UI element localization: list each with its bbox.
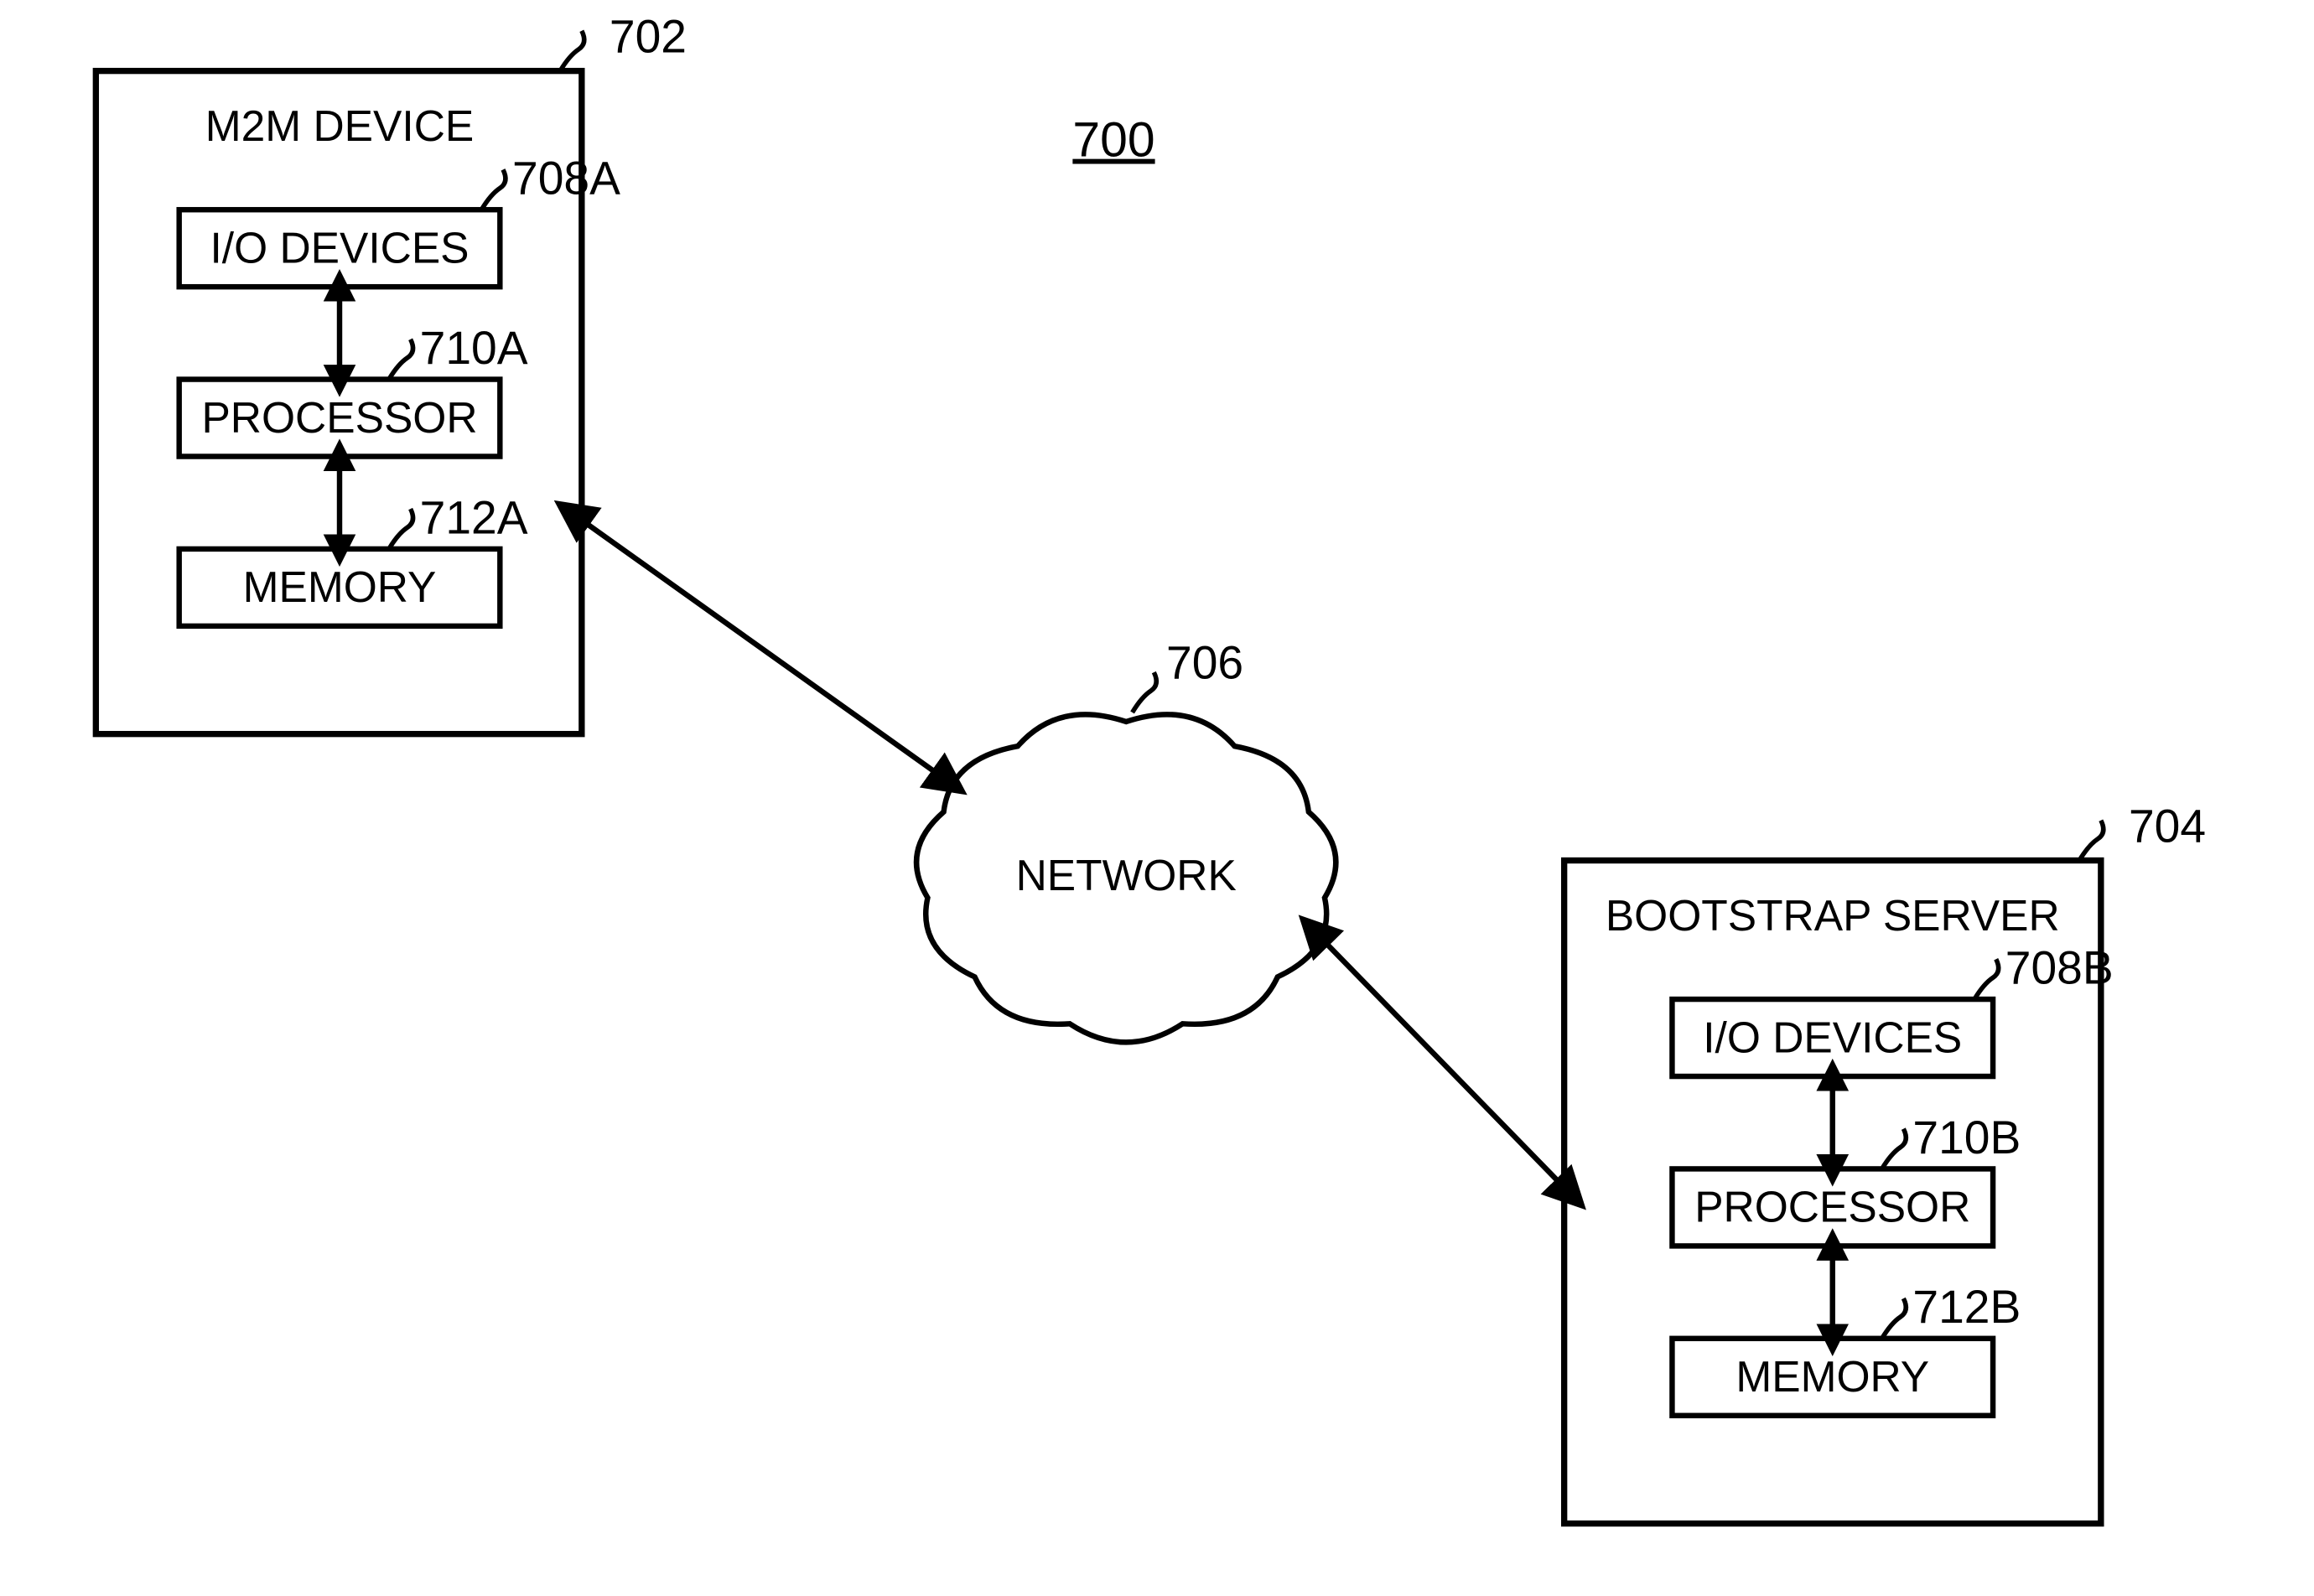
srv-memory: MEMORY 712B xyxy=(1672,1281,2021,1416)
m2m-io-devices-label: I/O DEVICES xyxy=(210,223,469,272)
ref-708A: 708A xyxy=(512,153,620,205)
m2m-io-devices: I/O DEVICES 708A xyxy=(179,153,620,288)
ref-712A: 712A xyxy=(420,491,528,543)
srv-processor: PROCESSOR 710B xyxy=(1672,1112,2021,1246)
arrow-network-to-server xyxy=(1324,940,1561,1184)
ref-708B: 708B xyxy=(2005,942,2114,994)
ref-702: 702 xyxy=(610,10,687,62)
ref-704: 704 xyxy=(2129,800,2206,852)
srv-memory-label: MEMORY xyxy=(1736,1352,1929,1401)
ref-706: 706 xyxy=(1166,636,1243,688)
srv-io-devices-label: I/O DEVICES xyxy=(1703,1013,1962,1061)
srv-io-devices: I/O DEVICES 708B xyxy=(1672,942,2113,1077)
m2m-memory-label: MEMORY xyxy=(243,562,437,611)
m2m-processor-label: PROCESSOR xyxy=(201,393,477,442)
m2m-device-title: M2M DEVICE xyxy=(205,101,475,150)
arrow-m2m-to-network xyxy=(584,521,938,775)
network-cloud: NETWORK 706 xyxy=(916,636,1336,1042)
ref-710B: 710B xyxy=(1912,1112,2021,1163)
bootstrap-server-title: BOOTSTRAP SERVER xyxy=(1606,891,2060,940)
ref-712B: 712B xyxy=(1912,1281,2021,1333)
network-label: NETWORK xyxy=(1016,851,1237,899)
srv-processor-label: PROCESSOR xyxy=(1694,1183,1970,1231)
figure-number: 700 xyxy=(1072,113,1154,168)
diagram-canvas: 700 M2M DEVICE 702 BOOTSTRAP SERVER 704 … xyxy=(0,0,2314,1596)
m2m-memory: MEMORY 712A xyxy=(179,491,528,626)
ref-710A: 710A xyxy=(420,322,528,374)
m2m-processor: PROCESSOR 710A xyxy=(179,322,528,457)
